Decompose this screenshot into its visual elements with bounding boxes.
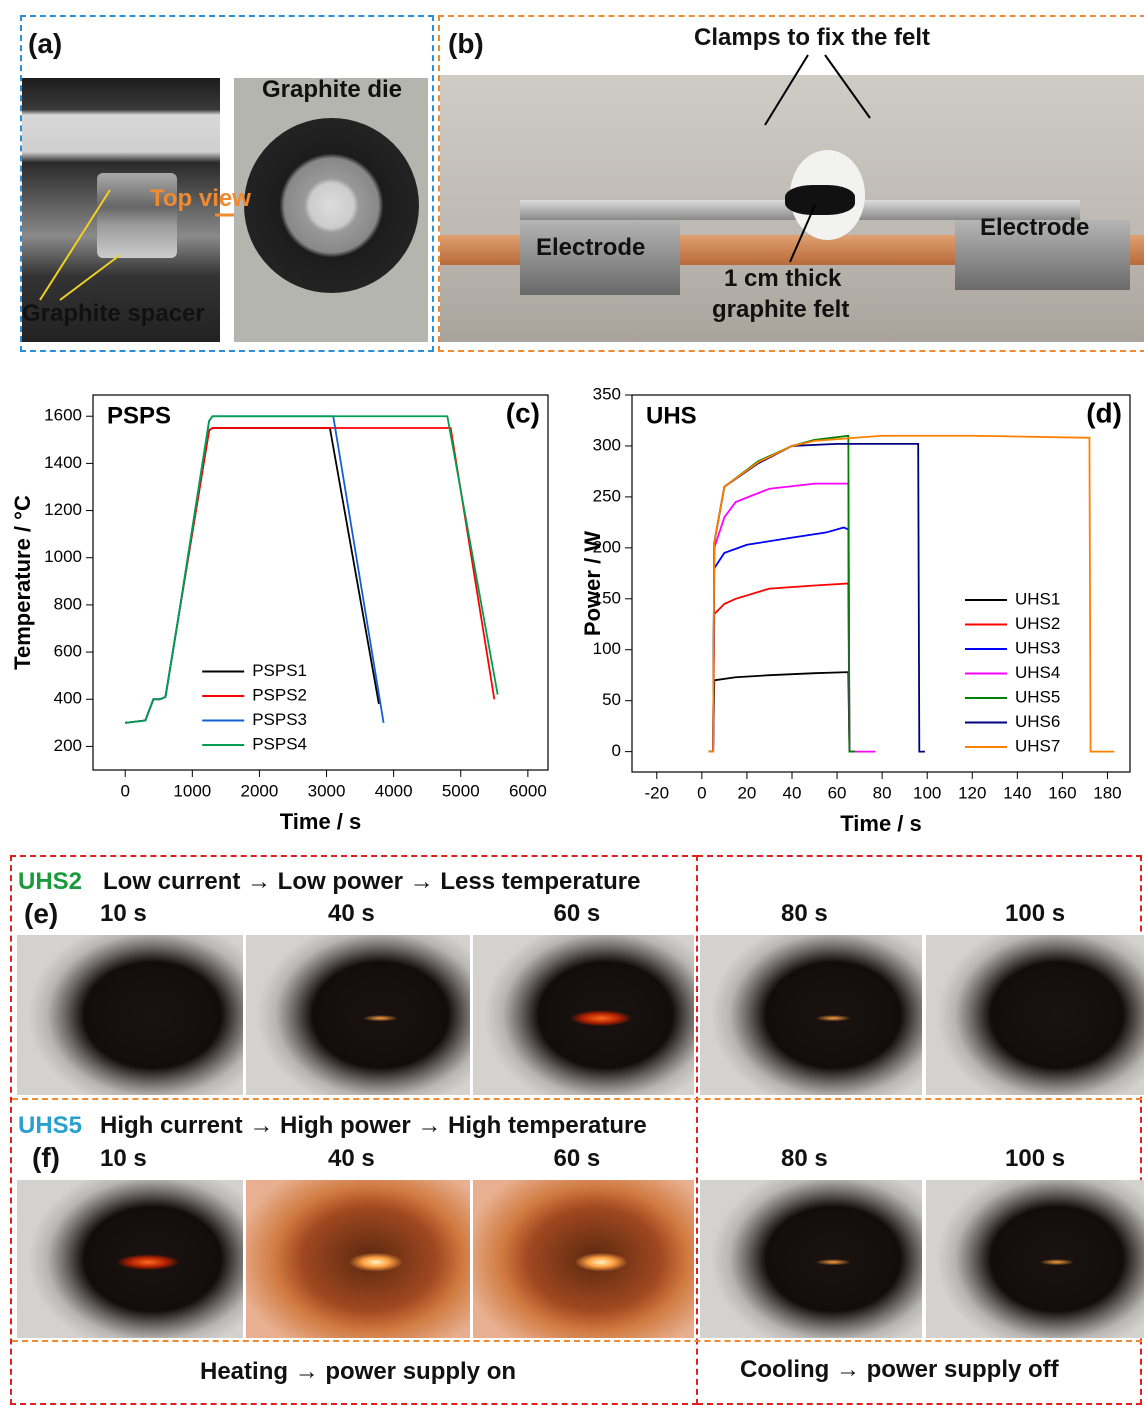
time-label: 80 s — [781, 900, 828, 928]
line — [125, 428, 494, 723]
x-tick-label: 20 — [737, 783, 756, 802]
annotation: PSPS — [107, 402, 171, 429]
y-axis-label: Power / W — [580, 531, 605, 636]
plot-frame — [93, 395, 548, 770]
x-tick-label: 3000 — [308, 781, 346, 800]
time-label: 100 s — [1005, 1145, 1065, 1173]
x-tick-label: 120 — [958, 783, 986, 802]
panel-label: (f) — [32, 1142, 60, 1174]
legend-label: UHS2 — [1015, 614, 1060, 633]
x-tick-label: 40 — [783, 783, 802, 802]
caption: High current → High power → High tempera… — [100, 1112, 647, 1140]
photo — [246, 1180, 470, 1338]
x-tick-label: 5000 — [442, 781, 480, 800]
legend-label: UHS6 — [1015, 712, 1060, 731]
time-label: 80 s — [781, 1145, 828, 1173]
x-axis-label: Time / s — [840, 811, 922, 836]
panel-label: (d) — [1086, 397, 1122, 428]
legend-label: PSPS1 — [252, 661, 307, 680]
time-label: 10 s — [100, 900, 147, 928]
legend-label: UHS5 — [1015, 687, 1060, 706]
y-tick-label: 600 — [54, 642, 82, 661]
y-tick-label: 1000 — [44, 547, 82, 566]
y-tick-label: 50 — [602, 690, 621, 709]
sample-name: UHS5 — [18, 1112, 82, 1140]
x-tick-label: 1000 — [173, 781, 211, 800]
legend-label: UHS3 — [1015, 638, 1060, 657]
line — [709, 484, 876, 752]
x-tick-label: 6000 — [509, 781, 547, 800]
panel-label: (c) — [506, 397, 540, 428]
x-tick-label: -20 — [644, 783, 669, 802]
line — [125, 416, 497, 723]
y-axis-label: Temperature / °C — [10, 495, 35, 670]
x-tick-label: 0 — [697, 783, 706, 802]
x-tick-label: 60 — [828, 783, 847, 802]
figure: (a) Graphite die Top view Graphite space… — [0, 0, 1144, 1405]
line — [709, 584, 855, 752]
pointer — [790, 205, 815, 262]
photo — [700, 935, 922, 1095]
x-tick-label: 4000 — [375, 781, 413, 800]
y-tick-label: 400 — [54, 689, 82, 708]
photo — [926, 935, 1144, 1095]
legend-label: UHS7 — [1015, 736, 1060, 755]
pointer — [825, 55, 870, 118]
time-label: 100 s — [1005, 900, 1065, 928]
y-tick-label: 100 — [593, 639, 621, 658]
legend-label: PSPS2 — [252, 685, 307, 704]
pointer — [765, 55, 808, 125]
y-tick-label: 800 — [54, 594, 82, 613]
y-tick-label: 1600 — [44, 406, 82, 425]
x-tick-label: 140 — [1003, 783, 1031, 802]
panel-label: (e) — [24, 898, 58, 930]
y-tick-label: 1400 — [44, 453, 82, 472]
time-label: 40 s — [328, 900, 375, 928]
x-tick-label: 100 — [913, 783, 941, 802]
y-tick-label: 1200 — [44, 500, 82, 519]
legend-label: UHS4 — [1015, 663, 1060, 682]
footer: Cooling → power supply off — [740, 1356, 1059, 1384]
photo — [246, 935, 470, 1095]
time-label: 60 s — [554, 900, 601, 928]
annotation: UHS — [646, 402, 697, 429]
line — [709, 672, 855, 751]
time-label: 10 s — [100, 1145, 147, 1173]
line — [709, 527, 855, 751]
legend-label: PSPS4 — [252, 734, 307, 753]
photo — [17, 935, 243, 1095]
y-tick-label: 350 — [593, 384, 621, 403]
x-tick-label: 180 — [1093, 783, 1121, 802]
time-label: 40 s — [328, 1145, 375, 1173]
divider — [12, 1340, 1142, 1342]
legend-label: UHS1 — [1015, 589, 1060, 608]
time-label: 60 s — [554, 1145, 601, 1173]
caption: Low current → Low power → Less temperatu… — [103, 868, 640, 896]
divider — [12, 1098, 1142, 1100]
x-tick-label: 80 — [873, 783, 892, 802]
y-tick-label: 250 — [593, 486, 621, 505]
y-tick-label: 0 — [612, 741, 621, 760]
x-axis-label: Time / s — [280, 809, 362, 834]
photo — [473, 935, 694, 1095]
legend-label: PSPS3 — [252, 710, 307, 729]
sample-name: UHS2 — [18, 868, 82, 896]
x-tick-label: 0 — [120, 781, 129, 800]
x-tick-label: 2000 — [241, 781, 279, 800]
y-tick-label: 300 — [593, 435, 621, 454]
photo — [473, 1180, 694, 1338]
annotation-arrows — [0, 0, 1144, 350]
y-tick-label: 200 — [54, 736, 82, 755]
photo — [926, 1180, 1144, 1338]
photo — [17, 1180, 243, 1338]
photo — [700, 1180, 922, 1338]
footer: Heating → power supply on — [200, 1358, 516, 1386]
x-tick-label: 160 — [1048, 783, 1076, 802]
